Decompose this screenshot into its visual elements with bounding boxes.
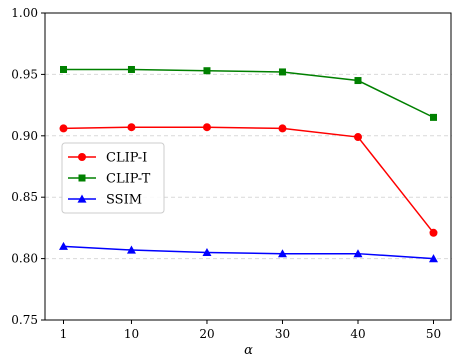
data-point-clip-t [203, 67, 211, 75]
x-tick-label: 30 [275, 327, 290, 341]
data-point-clip-t [60, 65, 67, 73]
legend-label: CLIP-I [106, 151, 147, 166]
data-point-ssim [202, 247, 212, 257]
data-point-clip-i [353, 133, 362, 142]
x-tick-label: 20 [199, 327, 214, 341]
data-point-clip-i [127, 123, 136, 132]
series-layer [59, 65, 438, 263]
data-point-clip-t [430, 113, 437, 121]
y-tick-label: 0.85 [11, 190, 38, 204]
grid-lines [45, 73, 452, 260]
y-tick-label: 0.90 [11, 129, 38, 143]
legend-label: CLIP-T [106, 172, 151, 187]
data-point-ssim [353, 249, 363, 258]
legend-marker [78, 174, 86, 182]
data-point-clip-t [278, 68, 286, 76]
data-point-ssim [126, 245, 136, 254]
y-tick-label: 0.95 [11, 67, 38, 81]
x-tick-label: 50 [426, 327, 441, 341]
data-point-clip-i [278, 124, 287, 133]
data-point-clip-i [202, 123, 211, 132]
series-line-ssim [63, 245, 434, 260]
y-tick-label: 1.00 [11, 6, 38, 20]
data-point-clip-t [127, 65, 135, 73]
y-tick-label: 0.75 [11, 313, 38, 327]
x-axis-label: α [244, 343, 253, 358]
data-point-ssim [59, 241, 68, 250]
plot-frame [44, 12, 452, 321]
x-tick-label: 10 [124, 327, 139, 341]
data-point-clip-i [59, 124, 68, 133]
legend-marker [77, 194, 87, 203]
y-tick-label: 0.80 [11, 252, 38, 266]
data-point-ssim [429, 254, 438, 263]
data-point-clip-t [354, 77, 362, 85]
legend-marker [78, 153, 86, 161]
legend-label: SSIM [106, 193, 142, 208]
data-point-clip-i [429, 228, 438, 237]
series-line-clip-i [63, 126, 435, 234]
data-point-ssim [277, 249, 287, 258]
x-tick-label: 1 [60, 327, 68, 341]
series-line-clip-t [63, 68, 434, 119]
x-tick-label: 40 [350, 327, 365, 341]
axes-ticks: 0.75 0.80 0.85 0.90 0.95 1.00 1 10 20 30 40 50 [11, 6, 441, 341]
legend: CLIP-I CLIP-T SSIM [61, 142, 165, 214]
legend-box [61, 142, 165, 214]
